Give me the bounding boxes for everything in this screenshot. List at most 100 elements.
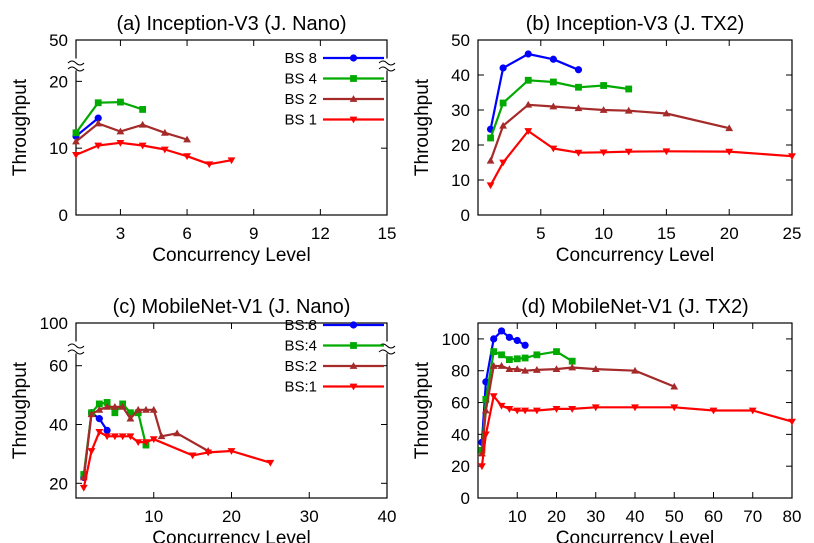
data-point (568, 406, 577, 413)
data-point (524, 76, 532, 84)
legend-label: BS 2 (284, 91, 317, 108)
data-point (631, 366, 639, 374)
legend: BS:8 BS:4 BS:2 BS:1 (284, 317, 384, 396)
series-line (75, 141, 232, 166)
data-point (532, 366, 541, 373)
data-point (95, 428, 104, 436)
data-point (103, 399, 111, 406)
data-point (662, 148, 671, 156)
x-tick-label: 20 (222, 507, 241, 526)
y-axis-label: Throughput (412, 78, 433, 176)
data-point (513, 336, 521, 345)
data-point (568, 357, 576, 365)
data-point (490, 348, 498, 356)
data-point (505, 365, 514, 373)
y-tick-label: 60 (49, 357, 68, 376)
data-point (95, 405, 104, 413)
data-point (95, 400, 103, 408)
data-point (549, 102, 558, 110)
data-point (574, 149, 583, 157)
data-point (505, 333, 513, 341)
y-tick-label: 40 (451, 425, 470, 444)
chart-panel-2: 10 20 30 40 20 40 60 100 BS:8 BS:4 BS:2 BS:1 (c) Mob… (10, 296, 396, 543)
x-tick-label: 15 (378, 224, 397, 243)
data-point (149, 405, 158, 413)
data-point (126, 433, 135, 441)
data-point (94, 119, 103, 127)
x-tick-label: 25 (783, 224, 802, 243)
data-point (521, 341, 529, 349)
data-point (490, 335, 498, 343)
x-tick-label: 9 (249, 224, 258, 243)
data-point (524, 128, 533, 135)
data-point (160, 146, 169, 154)
data-point (788, 153, 796, 161)
data-point (173, 429, 181, 437)
data-point (549, 78, 557, 86)
y-tick-label: 50 (451, 31, 470, 50)
series-line (75, 117, 99, 138)
y-tick-label: 10 (49, 139, 68, 158)
data-point (95, 415, 103, 423)
y-axis-label: Throughput (412, 361, 433, 459)
series-3 (79, 428, 275, 492)
chart-panel-0: 3 6 9 12 15 0 10 20 50 BS 8 BS 4 BS 2 BS 1 (a) Incept… (10, 13, 396, 266)
axis-break-icon (378, 60, 396, 66)
data-point (521, 407, 530, 415)
data-point (631, 404, 639, 412)
data-point (94, 99, 102, 107)
data-point (116, 127, 125, 135)
data-point (205, 161, 214, 169)
data-point (499, 64, 507, 72)
x-tick-label: 70 (743, 507, 762, 526)
data-point (118, 402, 127, 410)
x-tick-label: 30 (300, 507, 319, 526)
data-point (574, 66, 583, 74)
chart-title: (a) Inception-V3 (J. Nano) (116, 13, 346, 35)
axis-break-icon (378, 349, 396, 355)
data-point (183, 153, 191, 161)
y-tick-label: 100 (40, 314, 68, 333)
data-point (227, 448, 236, 455)
y-tick-label: 100 (442, 330, 470, 349)
data-point (725, 124, 734, 132)
y-tick-label: 40 (451, 66, 470, 85)
data-point (624, 106, 633, 114)
data-point (116, 139, 125, 147)
legend-label: BS:4 (284, 338, 317, 355)
x-tick-label: 20 (720, 224, 739, 243)
series-line (75, 122, 188, 143)
axis-break-icon (67, 343, 85, 349)
series-2 (486, 100, 734, 164)
data-point (521, 354, 529, 362)
x-tick-label: 50 (665, 507, 684, 526)
series-2 (478, 362, 679, 457)
y-tick-label: 20 (49, 72, 68, 91)
x-tick-label: 10 (144, 507, 163, 526)
data-point (533, 351, 541, 359)
data-point (111, 409, 119, 417)
x-tick-label: 6 (182, 224, 191, 243)
y-axis-label: Throughput (10, 361, 31, 459)
y-tick-label: 40 (49, 416, 68, 435)
data-point (266, 459, 275, 467)
x-tick-label: 40 (378, 507, 397, 526)
data-point (591, 365, 600, 373)
y-tick-label: 10 (451, 171, 470, 190)
data-point (79, 484, 88, 492)
data-point (552, 406, 561, 413)
x-tick-label: 30 (586, 507, 605, 526)
data-point (142, 405, 150, 413)
data-point (110, 433, 119, 441)
series-line (480, 395, 793, 467)
x-tick-label: 10 (594, 224, 613, 243)
data-point (103, 402, 112, 410)
data-point (134, 405, 143, 413)
data-point (513, 355, 521, 363)
legend-marker (349, 321, 358, 329)
data-point (506, 356, 513, 363)
data-point (486, 182, 495, 190)
x-axis-label: Concurrency Level (152, 245, 310, 266)
plot-frame (75, 322, 388, 499)
data-point (103, 426, 111, 434)
